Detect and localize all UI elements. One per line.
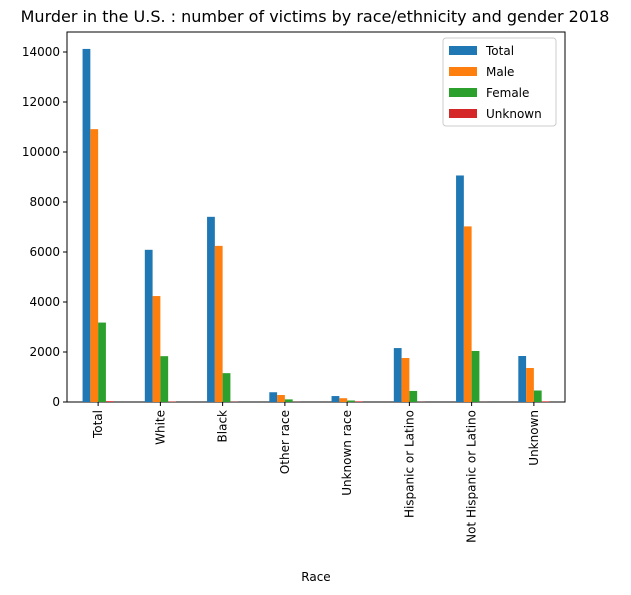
legend-swatch-male <box>449 67 477 76</box>
bar-female-hispanic-or-latino <box>409 390 418 402</box>
bar-male-not-hispanic-or-latino <box>463 226 472 402</box>
bar-total-hispanic-or-latino <box>393 348 402 402</box>
bar-female-other-race <box>284 399 293 402</box>
bar-female-not-hispanic-or-latino <box>471 350 480 402</box>
bar-male-black <box>214 245 223 402</box>
bar-total-white <box>144 249 153 402</box>
y-tick-label: 14000 <box>22 45 60 59</box>
bar-total-unknown-race <box>331 396 340 402</box>
x-tick-label: Hispanic or Latino <box>402 410 416 518</box>
y-tick-label: 4000 <box>29 295 60 309</box>
x-tick-label: White <box>153 410 167 445</box>
x-tick-label: Total <box>91 410 105 439</box>
bar-female-black <box>222 373 231 402</box>
x-tick-label: Unknown race <box>340 410 354 496</box>
bar-male-other-race <box>277 395 285 402</box>
x-tick-label: Black <box>216 410 230 443</box>
bar-total-not-hispanic-or-latino <box>456 175 464 402</box>
bar-total-black <box>207 216 215 402</box>
x-tick-label: Not Hispanic or Latino <box>465 410 479 543</box>
legend-label-male: Male <box>486 65 514 79</box>
legend-swatch-total <box>449 46 477 55</box>
bar-male-white <box>152 296 161 402</box>
bar-male-unknown-race <box>339 398 348 402</box>
bar-male-total <box>90 129 99 402</box>
bars-layer <box>82 48 550 403</box>
legend-label-total: Total <box>485 44 514 58</box>
bar-unknown-total <box>105 401 114 402</box>
legend-box <box>442 37 557 127</box>
plot-area <box>66 31 566 403</box>
legend-swatch-unknown <box>449 109 477 118</box>
bar-male-hispanic-or-latino <box>401 358 410 402</box>
y-tick-label: 8000 <box>29 195 60 209</box>
bar-female-total <box>98 322 106 402</box>
y-tick-label: 10000 <box>22 145 60 159</box>
legend: Total Male Female Unknown <box>442 37 557 127</box>
bar-female-white <box>160 356 169 402</box>
y-tick-label: 12000 <box>22 95 60 109</box>
bar-male-unknown <box>526 368 534 402</box>
legend-swatch-female <box>449 88 477 97</box>
legend-label-female: Female <box>486 86 529 100</box>
y-tick-label: 6000 <box>29 245 60 259</box>
x-axis: Total White Black Other race Unknown race His… <box>91 402 541 543</box>
x-tick-label: Unknown <box>527 410 541 466</box>
plot-frame <box>66 31 566 403</box>
bar-female-unknown <box>533 390 542 402</box>
chart-title: Murder in the U.S. : number of victims b… <box>21 7 610 26</box>
bar-unknown-unknown-race <box>354 401 363 402</box>
bar-total-unknown <box>518 356 527 402</box>
bar-total-total <box>82 48 91 403</box>
y-tick-label: 2000 <box>29 345 60 359</box>
y-tick-label: 0 <box>52 395 60 409</box>
bar-total-other-race <box>269 392 278 402</box>
x-tick-label: Other race <box>278 410 292 474</box>
bar-female-unknown-race <box>347 400 355 402</box>
y-axis: 0 2000 4000 6000 8000 10000 12000 14000 <box>22 45 67 409</box>
legend-label-unknown: Unknown <box>486 107 542 121</box>
x-axis-label: Race <box>301 570 330 584</box>
bar-unknown-unknown <box>541 401 550 402</box>
